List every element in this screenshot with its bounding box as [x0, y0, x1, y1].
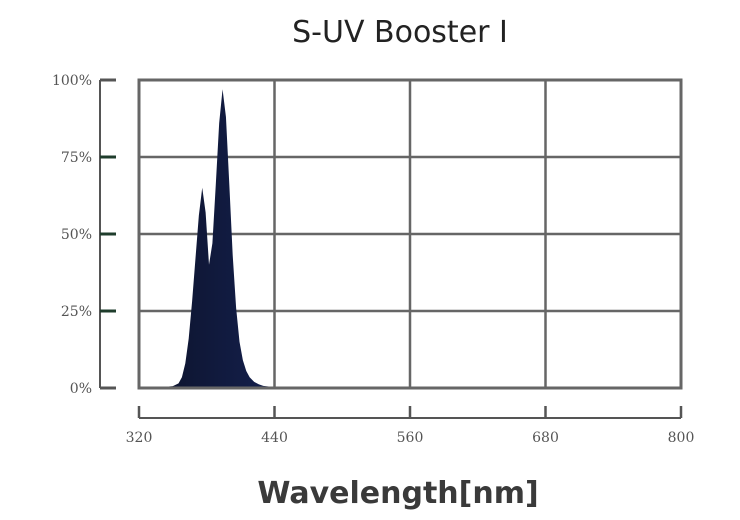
- x-tick-label: 680: [532, 430, 559, 446]
- x-tick-label: 800: [668, 430, 695, 446]
- x-tick-label: 440: [261, 430, 288, 446]
- plot-frame: [137, 78, 683, 390]
- y-tick-label: 100%: [52, 73, 92, 89]
- y-tick-label: 75%: [61, 150, 92, 166]
- x-axis: 320 440 560 680 800: [126, 406, 695, 446]
- y-tick-label: 50%: [61, 227, 92, 243]
- y-tick-label: 25%: [61, 304, 92, 320]
- x-tick-label: 320: [126, 430, 153, 446]
- x-tick-label: 560: [397, 430, 424, 446]
- spectrum-area: [139, 89, 681, 389]
- x-axis-label: Wavelength[nm]: [257, 476, 538, 511]
- chart-title: S-UV Booster I: [292, 15, 508, 50]
- y-tick-label: 0%: [70, 381, 92, 397]
- y-axis: 0% 25% 50% 75% 100%: [52, 73, 116, 397]
- plot-border: [137, 78, 683, 390]
